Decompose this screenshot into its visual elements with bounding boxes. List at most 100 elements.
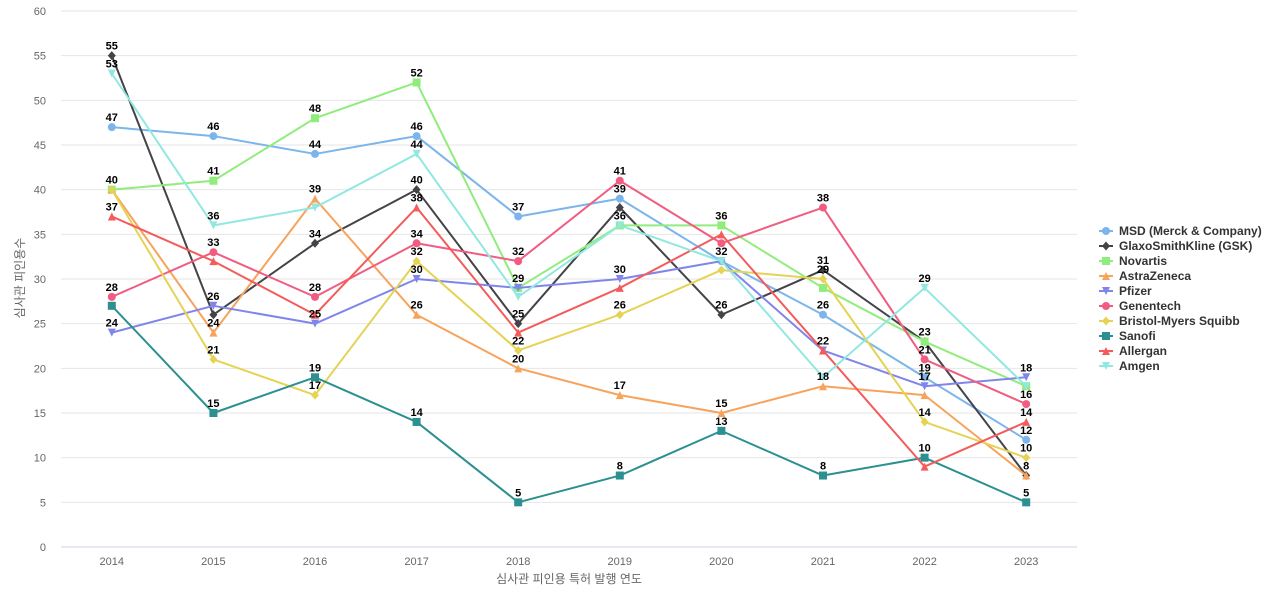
data-label-8-3: 38 — [410, 193, 422, 205]
data-point-6-5 — [615, 310, 624, 320]
series-line-6 — [110, 188, 1028, 459]
data-label-3-3: 26 — [410, 300, 422, 312]
legend-label-8: Allergan — [1119, 344, 1167, 358]
data-label-2-1: 41 — [207, 166, 219, 178]
data-label-5-8: 21 — [918, 344, 930, 356]
data-point-7-7 — [819, 471, 827, 480]
legend-item-5: Genentech — [1099, 299, 1181, 313]
legend-label-3: AstraZeneca — [1119, 269, 1191, 283]
data-point-1-5 — [615, 203, 624, 213]
data-point-0-9 — [1022, 435, 1031, 444]
data-point-4-9 — [1022, 373, 1031, 382]
grid-layer — [61, 10, 1077, 548]
data-point-9-7 — [819, 373, 827, 382]
data-point-9-8 — [920, 283, 929, 292]
data-label-4-9: 18 — [1020, 362, 1032, 374]
data-point-0-4 — [514, 212, 523, 221]
legend-marker-1 — [1102, 241, 1110, 251]
data-point-6-2 — [311, 390, 319, 400]
series-line-4 — [110, 260, 1028, 388]
data-label-3-5: 17 — [614, 380, 626, 392]
data-label-2-3: 52 — [410, 67, 422, 79]
x-tick-label-2023: 2023 — [1014, 556, 1038, 568]
data-label-layer: 5553474037282446413633262421154844393428… — [106, 41, 1034, 500]
legend-label-4: Pfizer — [1119, 284, 1152, 298]
data-label-7-9: 5 — [1023, 487, 1029, 499]
data-label-6-8: 14 — [918, 407, 931, 419]
data-label-0-2: 44 — [309, 139, 322, 151]
series-line-0 — [110, 126, 1028, 441]
series-line-1 — [110, 54, 1028, 477]
legend-item-7: Sanofi — [1099, 329, 1156, 343]
data-label-0-1: 46 — [207, 121, 219, 133]
x-tick-label-2014: 2014 — [100, 556, 124, 568]
x-tick-label-2017: 2017 — [404, 556, 428, 568]
data-point-2-7 — [819, 283, 827, 292]
legend-label-0: MSD (Merck & Company) — [1119, 224, 1262, 238]
series-line-5 — [110, 179, 1028, 406]
data-label-7-6: 13 — [715, 416, 727, 428]
legend-item-2: Novartis — [1099, 254, 1167, 268]
data-point-5-3 — [412, 239, 421, 248]
data-point-0-5 — [615, 194, 624, 203]
data-label-6-4: 22 — [512, 335, 524, 347]
legend-marker-8 — [1102, 347, 1110, 355]
data-label-3-1: 24 — [207, 318, 220, 330]
legend-label-2: Novartis — [1119, 254, 1167, 268]
data-label-1-6: 26 — [715, 300, 727, 312]
data-point-6-3 — [412, 256, 421, 266]
data-label-6-3: 32 — [410, 246, 422, 258]
data-point-3-8 — [920, 391, 929, 400]
data-label-3-6: 15 — [715, 398, 727, 410]
data-point-3-6 — [717, 409, 726, 417]
data-label-2-2: 48 — [309, 103, 321, 115]
data-point-3-3 — [412, 310, 421, 319]
data-label-0-5: 39 — [614, 184, 626, 196]
data-point-3-5 — [615, 391, 624, 400]
data-label-0-0: 47 — [106, 112, 118, 124]
data-label-5-9: 16 — [1020, 389, 1032, 401]
data-label-9-8: 29 — [918, 273, 930, 285]
data-label-1-2: 34 — [309, 228, 322, 240]
data-label-8-9: 14 — [1020, 407, 1033, 419]
legend-item-0: MSD (Merck & Company) — [1099, 224, 1262, 238]
data-label-7-3: 14 — [410, 407, 423, 419]
series-line-7 — [110, 304, 1028, 504]
y-tick-label-60: 60 — [34, 6, 46, 18]
x-tick-label-2018: 2018 — [506, 556, 530, 568]
data-point-5-2 — [311, 292, 319, 301]
data-label-4-7: 22 — [817, 335, 829, 347]
data-point-7-4 — [514, 498, 523, 507]
legend-marker-2 — [1102, 257, 1110, 265]
y-axis-title: 심사관 피인용수 — [13, 238, 27, 319]
y-tick-label-30: 30 — [34, 274, 46, 286]
data-label-0-3: 46 — [410, 121, 422, 133]
data-label-5-5: 41 — [614, 166, 626, 178]
data-label-2-4: 29 — [512, 273, 524, 285]
y-tick-label-45: 45 — [34, 140, 46, 152]
data-point-1-3 — [412, 185, 421, 195]
legend-label-7: Sanofi — [1119, 329, 1156, 343]
series-8 — [107, 203, 1031, 471]
legend-label-9: Amgen — [1119, 359, 1160, 373]
data-point-9-6 — [717, 257, 726, 266]
data-point-0-2 — [311, 149, 319, 158]
series-1 — [107, 51, 1031, 481]
data-label-6-7: 29 — [817, 264, 829, 276]
legend-item-6: Bristol-Myers Squibb — [1099, 314, 1240, 328]
y-tick-label-5: 5 — [40, 497, 46, 509]
data-point-4-0 — [107, 328, 116, 337]
series-4 — [107, 257, 1031, 391]
data-point-5-5 — [615, 176, 624, 185]
data-label-6-2: 17 — [309, 380, 321, 392]
data-point-8-1 — [209, 257, 218, 266]
data-label-7-1: 15 — [207, 398, 219, 410]
legend-marker-4 — [1102, 287, 1110, 295]
data-label-2-6: 36 — [715, 210, 727, 222]
data-point-9-4 — [514, 292, 523, 301]
series-layer — [107, 51, 1031, 507]
data-point-1-7 — [819, 265, 827, 275]
series-line-9 — [110, 72, 1028, 388]
data-point-6-7 — [819, 274, 827, 284]
